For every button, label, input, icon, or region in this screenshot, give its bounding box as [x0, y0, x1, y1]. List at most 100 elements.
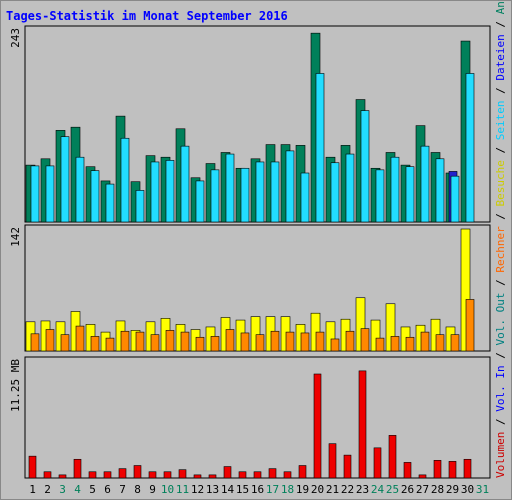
- bar-rechner: [375, 337, 385, 352]
- bar-rechner: [105, 337, 115, 352]
- bar-rechner: [165, 330, 175, 352]
- day-label: 9: [149, 483, 156, 496]
- bar-rechner: [90, 336, 100, 352]
- day-label: 13: [206, 483, 219, 496]
- bar-besuche: [385, 303, 396, 352]
- legend-entry: /: [494, 81, 507, 101]
- bar-seiten: [180, 145, 190, 223]
- bar-seiten: [240, 167, 250, 223]
- bar-rechner: [285, 331, 295, 352]
- bar-rechner: [120, 330, 130, 352]
- bar-seiten: [405, 166, 415, 223]
- bar-volumen: [373, 447, 382, 479]
- bar-volumen: [343, 454, 352, 479]
- bar-volumen: [223, 466, 232, 479]
- bar-volumen: [283, 471, 292, 479]
- bar-volumen: [178, 469, 187, 479]
- bar-volumen: [58, 474, 67, 479]
- bar-rechner: [465, 299, 475, 352]
- bar-volumen: [253, 471, 262, 479]
- bar-volumen: [163, 471, 172, 479]
- bar-seiten: [135, 190, 145, 223]
- bar-seiten: [120, 137, 130, 223]
- bar-seiten: [390, 156, 400, 223]
- legend-entry: /: [494, 412, 507, 432]
- bar-rechner: [255, 334, 265, 352]
- bar-seiten: [150, 161, 160, 223]
- day-label: 25: [386, 483, 399, 496]
- day-label: 14: [221, 483, 235, 496]
- bar-besuche: [325, 321, 336, 352]
- bar-seiten: [30, 165, 40, 223]
- bar-rechner: [195, 336, 205, 352]
- bar-besuche: [370, 319, 381, 352]
- day-label: 21: [326, 483, 339, 496]
- bar-rechner: [45, 329, 55, 352]
- legend-entry: /: [494, 273, 507, 293]
- bar-rechner: [30, 333, 40, 352]
- bar-volumen: [298, 465, 307, 479]
- bar-seiten: [330, 162, 340, 223]
- day-label: 24: [371, 483, 385, 496]
- bar-seiten: [195, 180, 205, 223]
- bar-volumen: [433, 460, 442, 479]
- day-label: 23: [356, 483, 369, 496]
- day-label: 30: [461, 483, 474, 496]
- bar-volumen: [88, 471, 97, 479]
- bar-rechner: [240, 332, 250, 352]
- bar-rechner: [150, 334, 160, 352]
- bar-volumen: [148, 471, 157, 479]
- legend-entry: /: [494, 14, 507, 34]
- bar-seiten: [225, 153, 235, 223]
- bar-seiten: [105, 183, 115, 223]
- day-label: 27: [416, 483, 429, 496]
- bar-volumen: [208, 474, 217, 479]
- bar-seiten: [60, 136, 70, 223]
- day-label: 31: [476, 483, 489, 496]
- bar-volumen: [313, 373, 322, 479]
- bar-rechner: [180, 331, 190, 352]
- bar-seiten: [45, 165, 55, 223]
- bar-besuche: [460, 228, 471, 352]
- legend-entry: Anfragen: [494, 0, 507, 14]
- legend-entry: Rechner: [494, 226, 507, 273]
- bar-seiten: [450, 175, 460, 223]
- bar-seiten: [315, 73, 325, 223]
- day-label: 29: [446, 483, 459, 496]
- bar-seiten: [210, 169, 220, 223]
- legend-entry: Vol. Out: [494, 293, 507, 346]
- bar-seiten: [420, 145, 430, 223]
- right-legend: Volumen / Vol. In / Vol. Out / Rechner /…: [494, 0, 507, 478]
- day-label: 18: [281, 483, 294, 496]
- bar-volumen: [268, 468, 277, 479]
- legend-entry: Dateien: [494, 34, 507, 80]
- bar-volumen: [133, 465, 142, 479]
- legend-entry: /: [494, 346, 507, 366]
- bar-rechner: [450, 334, 460, 352]
- bar-rechner: [60, 334, 70, 352]
- day-label: 26: [401, 483, 414, 496]
- chart-title: Tages-Statistik im Monat September 2016: [6, 9, 288, 23]
- day-label: 22: [341, 483, 354, 496]
- bar-seiten: [165, 160, 175, 223]
- bar-volumen: [388, 435, 397, 479]
- day-label: 10: [161, 483, 174, 496]
- day-label: 19: [296, 483, 309, 496]
- bar-seiten: [75, 156, 85, 223]
- bar-rechner: [315, 331, 325, 352]
- bar-rechner: [210, 336, 220, 352]
- bar-seiten: [360, 110, 370, 223]
- bar-seiten: [90, 170, 100, 223]
- bar-volumen: [238, 471, 247, 479]
- bar-rechner: [390, 336, 400, 352]
- day-label: 6: [104, 483, 111, 496]
- panel-max-label-top: 243: [9, 28, 22, 48]
- day-label: 3: [59, 483, 66, 496]
- day-label: 12: [191, 483, 204, 496]
- day-label: 11: [176, 483, 189, 496]
- day-label: 7: [119, 483, 126, 496]
- bar-seiten: [375, 169, 385, 223]
- bar-volumen: [448, 461, 457, 479]
